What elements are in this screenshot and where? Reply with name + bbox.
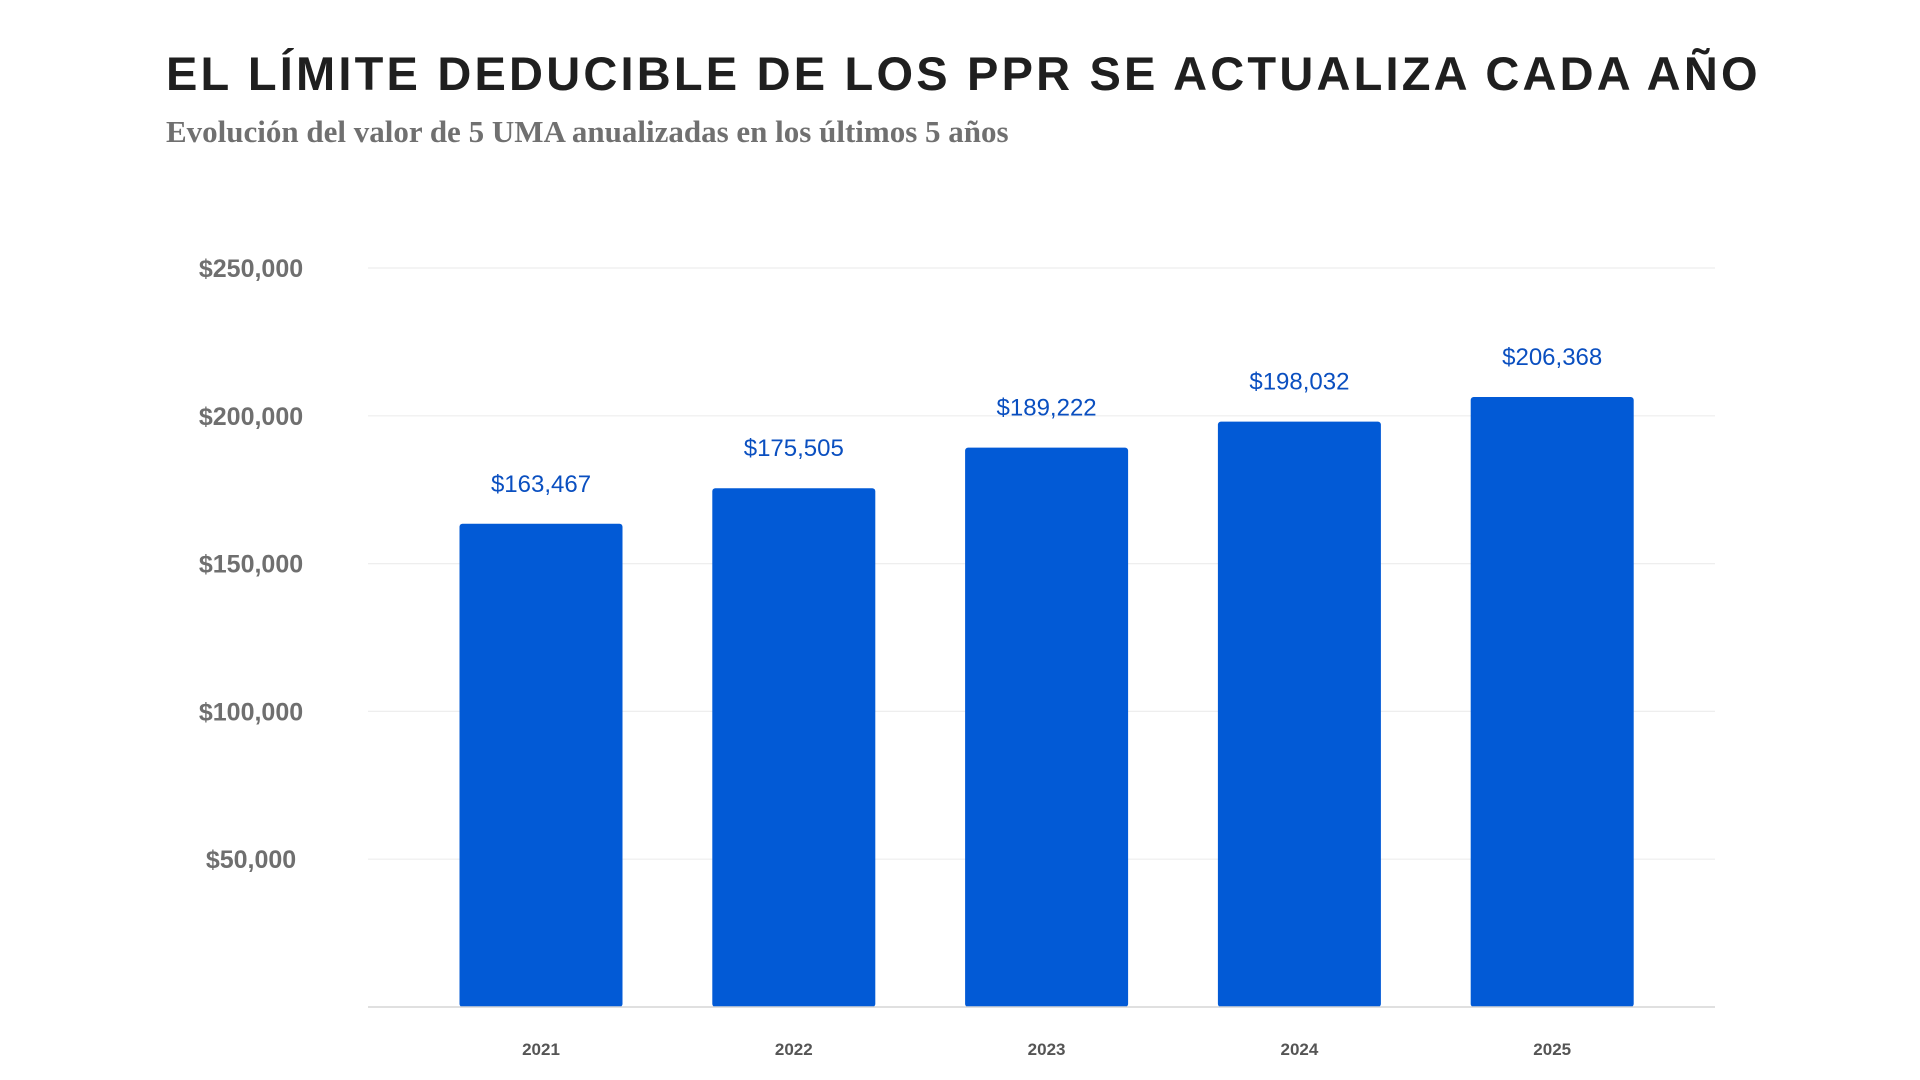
y-tick-label: $200,000 — [199, 403, 303, 431]
x-tick-label: 2021 — [522, 1040, 560, 1059]
x-tick-label: 2022 — [775, 1040, 813, 1059]
chart-subtitle: Evolución del valor de 5 UMA anualizadas… — [166, 114, 1009, 149]
chart-title: EL LÍMITE DEDUCIBLE DE LOS PPR SE ACTUAL… — [166, 47, 1761, 100]
y-tick-label: $50,000 — [206, 846, 296, 874]
bar — [459, 523, 623, 1007]
data-labels: $163,467 $175,505 $189,222 $198,032 $206,368 — [491, 344, 1602, 498]
bar — [965, 447, 1129, 1007]
bar — [1470, 396, 1634, 1007]
data-label: $189,222 — [997, 395, 1097, 422]
data-label: $163,467 — [491, 471, 591, 498]
y-tick-label: $250,000 — [199, 255, 303, 283]
data-label: $198,032 — [1249, 369, 1349, 396]
x-tick-label: 2023 — [1028, 1040, 1066, 1059]
y-tick-label: $150,000 — [199, 551, 303, 579]
x-tick-label: 2024 — [1280, 1040, 1318, 1059]
bars — [459, 396, 1634, 1007]
y-axis: $50,000 $100,000 $150,000 $200,000 $250,000 — [199, 255, 303, 874]
bar — [1217, 421, 1381, 1007]
x-tick-label: 2025 — [1533, 1040, 1571, 1059]
bar — [712, 488, 876, 1007]
data-label: $206,368 — [1502, 344, 1602, 371]
y-tick-label: $100,000 — [199, 698, 303, 726]
x-axis: 2021 2022 2023 2024 2025 — [368, 1006, 1715, 1059]
data-label: $175,505 — [744, 435, 844, 462]
